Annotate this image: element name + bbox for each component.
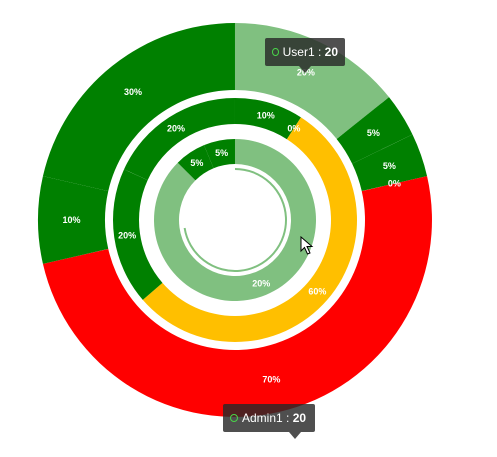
series-marker-icon [272,48,279,56]
ring-1-slice-0[interactable] [235,98,301,140]
ring-0-label-4: 70% [262,374,280,384]
ring-0-slice-6[interactable] [42,23,235,192]
ring-0-label-5: 10% [62,215,80,225]
tooltip-value: 20 [324,45,338,59]
donut-rings [38,23,432,417]
tooltip-arrow [299,66,311,73]
tooltip-sep: : [314,45,325,59]
ring-0-slice-4[interactable] [42,176,432,417]
ring-0-label-1: 5% [367,128,380,138]
ring-0-slice-2[interactable] [352,134,428,192]
ring-0-slice-5[interactable] [38,176,109,264]
ring-0-label-2: 5% [383,161,396,171]
ring-2-slice-2[interactable] [204,139,235,169]
tooltip-value: 20 [292,411,307,425]
tooltip-sep: : [282,411,293,425]
ring-1-slice-3[interactable] [113,169,163,300]
ring-0-slice-1[interactable] [336,97,413,164]
ring-0-label-6: 30% [124,87,142,97]
hover-highlight-arc [183,168,287,272]
ring-1-label-4: 20% [167,123,185,133]
ring-1-label-2: 60% [308,286,326,296]
ring-1-label-3: 20% [118,231,136,241]
tooltip-user1: User1 : 20 [265,38,345,73]
ring-1-slice-4[interactable] [124,98,235,181]
ring-2-label-1: 5% [190,158,203,168]
tooltip-admin1: Admin1 : 20 [223,404,315,439]
ring-2-label-0: 20% [252,278,270,288]
ring-0-label-3: 0% [388,179,401,189]
ring-1-label-1: 0% [287,123,300,133]
series-marker-icon [230,414,238,422]
ring-1-label-0: 10% [257,110,275,120]
ring-2-label-2: 5% [215,148,228,158]
ring-2-slice-0[interactable] [154,139,316,301]
ring-2-slice-1[interactable] [177,145,214,181]
mouse-cursor-icon [300,236,314,255]
tooltip-series: User1 [282,45,315,59]
tooltip-arrow [289,432,301,439]
tooltip-series: Admin1 [242,411,283,425]
